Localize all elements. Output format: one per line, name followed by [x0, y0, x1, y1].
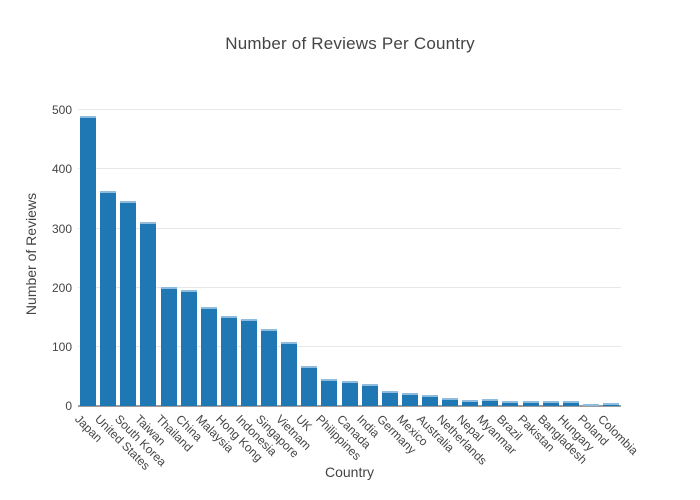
y-axis-title: Number of Reviews [23, 192, 39, 316]
y-tick-300: 300 [51, 221, 72, 236]
bar-hungary [562, 400, 579, 406]
bar-india [361, 383, 378, 406]
x-axis-title: Country [324, 464, 375, 480]
bar-vietnam [281, 341, 298, 406]
x-axis-line [78, 405, 621, 407]
chart-title: Number of Reviews Per Country [225, 34, 475, 53]
bar-indonesia [240, 319, 257, 406]
y-tick-0: 0 [65, 399, 72, 413]
bar-australia [421, 395, 438, 406]
bar-china [180, 290, 197, 406]
bar-hong-kong [220, 316, 237, 406]
bar-netherlands [442, 397, 459, 406]
plot-area [78, 102, 621, 407]
bar-united-states [100, 190, 117, 406]
bar-pakistan [522, 401, 539, 406]
bar-taiwan [140, 222, 157, 406]
bar-malaysia [200, 307, 217, 406]
bar-singapore [261, 328, 278, 406]
bar-myanmar [482, 398, 499, 406]
gridline-300 [78, 227, 621, 229]
gridline-500 [78, 109, 621, 111]
bar-germany [381, 390, 398, 406]
bar-mexico [401, 393, 418, 406]
y-tick-200: 200 [51, 280, 72, 295]
gridline-100 [78, 345, 621, 347]
bar-japan [80, 116, 97, 406]
bar-canada [341, 380, 358, 406]
y-tick-400: 400 [51, 162, 72, 177]
bar-thailand [160, 286, 177, 406]
gridline-200 [78, 286, 621, 288]
gridline-400 [78, 168, 621, 170]
bar-bangladesh [542, 400, 559, 406]
bar-poland [582, 403, 599, 406]
bar-brazil [502, 400, 519, 406]
y-tick-100: 100 [51, 339, 72, 354]
bar-nepal [462, 399, 479, 406]
bar-colombia [602, 403, 619, 406]
y-tick-500: 500 [51, 103, 72, 118]
bar-south-korea [120, 200, 137, 406]
bar-uk [301, 366, 318, 406]
bar-philippines [321, 378, 338, 406]
